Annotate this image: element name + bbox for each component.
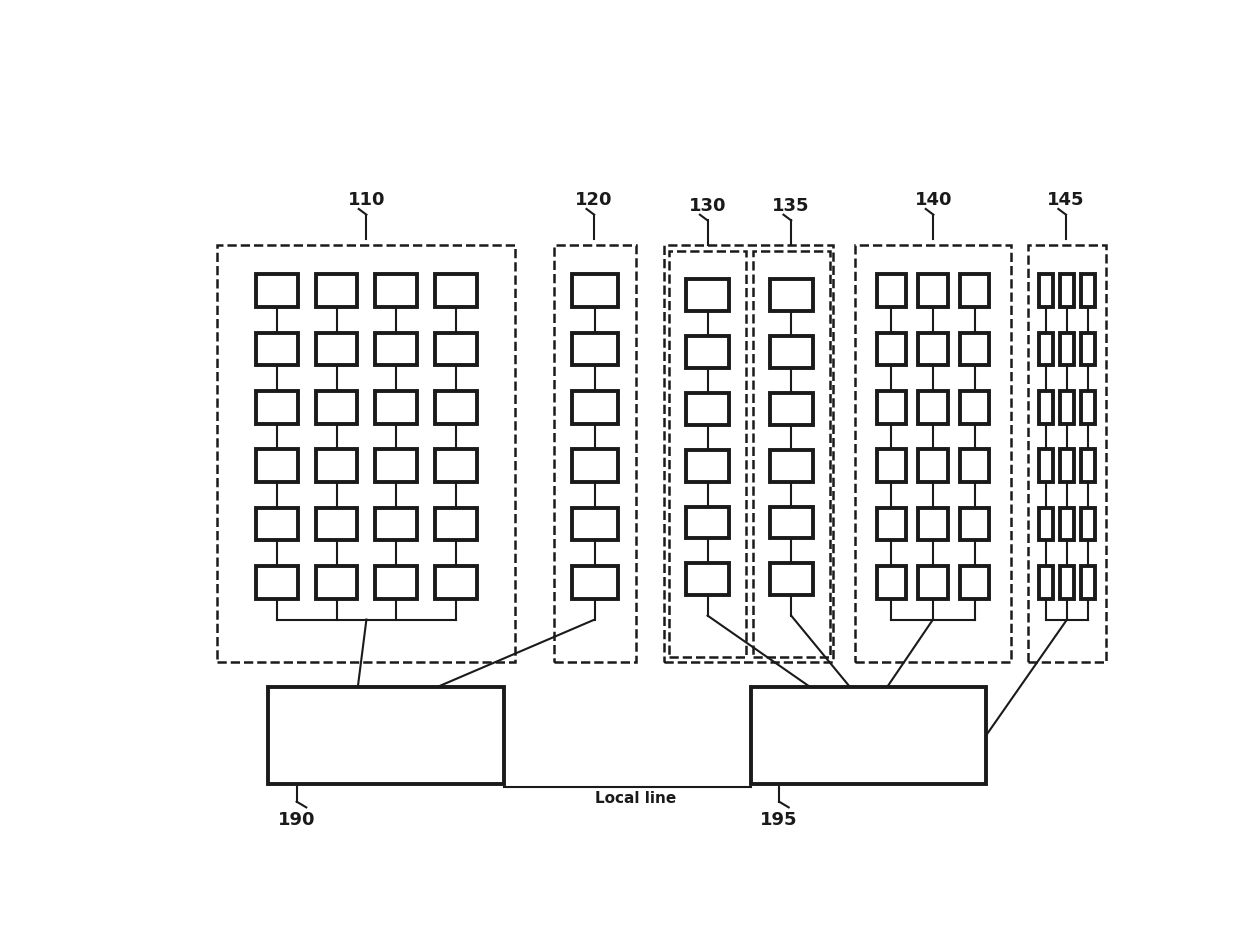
Bar: [1060, 566, 1074, 599]
Bar: [1060, 391, 1074, 424]
Text: 140: 140: [915, 191, 952, 209]
Bar: [572, 333, 618, 366]
Bar: [770, 507, 812, 538]
Bar: [1060, 508, 1074, 540]
Bar: [1080, 333, 1095, 366]
Bar: [686, 564, 729, 595]
Bar: [316, 333, 357, 366]
Bar: [919, 391, 947, 424]
Bar: [877, 391, 905, 424]
Bar: [919, 333, 947, 366]
Text: 120: 120: [575, 191, 613, 209]
Bar: [1080, 508, 1095, 540]
Bar: [257, 274, 298, 307]
Bar: [376, 450, 417, 482]
Bar: [435, 450, 476, 482]
Bar: [877, 508, 905, 540]
Bar: [1060, 333, 1074, 366]
Bar: [316, 391, 357, 424]
Bar: [316, 508, 357, 540]
Bar: [854, 244, 1012, 661]
Bar: [257, 391, 298, 424]
Bar: [1039, 333, 1053, 366]
Bar: [1060, 274, 1074, 307]
Bar: [257, 566, 298, 599]
Bar: [316, 274, 357, 307]
Bar: [960, 450, 990, 482]
Bar: [670, 251, 746, 657]
Text: TRANSMISSION
CONTROL UNIT: TRANSMISSION CONTROL UNIT: [315, 712, 458, 759]
Bar: [572, 450, 618, 482]
Bar: [257, 333, 298, 366]
Bar: [960, 274, 990, 307]
Text: 145: 145: [1048, 191, 1085, 209]
Bar: [1039, 508, 1053, 540]
Bar: [1039, 274, 1053, 307]
Bar: [376, 274, 417, 307]
Bar: [1028, 244, 1106, 661]
Bar: [1080, 450, 1095, 482]
Bar: [1039, 566, 1053, 599]
Bar: [257, 508, 298, 540]
Bar: [770, 564, 812, 595]
Bar: [877, 450, 905, 482]
Bar: [217, 244, 516, 661]
Bar: [753, 251, 830, 657]
Bar: [665, 244, 832, 661]
Bar: [435, 333, 476, 366]
Bar: [919, 450, 947, 482]
Bar: [376, 391, 417, 424]
Bar: [1080, 391, 1095, 424]
Bar: [751, 687, 986, 784]
Bar: [877, 566, 905, 599]
Bar: [1039, 450, 1053, 482]
Bar: [1080, 274, 1095, 307]
Bar: [435, 391, 476, 424]
Bar: [686, 279, 729, 312]
Bar: [316, 450, 357, 482]
Bar: [1080, 566, 1095, 599]
Bar: [960, 508, 990, 540]
Text: Local line: Local line: [595, 791, 676, 806]
Bar: [877, 333, 905, 366]
Text: 130: 130: [689, 197, 727, 215]
Bar: [572, 274, 618, 307]
Bar: [376, 333, 417, 366]
Text: 195: 195: [760, 811, 797, 829]
Bar: [554, 244, 636, 661]
Bar: [686, 393, 729, 425]
Text: 135: 135: [773, 197, 810, 215]
Bar: [435, 274, 476, 307]
Bar: [1060, 450, 1074, 482]
Bar: [919, 274, 947, 307]
Bar: [686, 336, 729, 368]
Bar: [960, 391, 990, 424]
Bar: [960, 566, 990, 599]
Bar: [686, 507, 729, 538]
Bar: [877, 274, 905, 307]
Bar: [1039, 391, 1053, 424]
Bar: [770, 450, 812, 481]
Bar: [268, 687, 503, 784]
Bar: [376, 566, 417, 599]
Bar: [316, 566, 357, 599]
Bar: [770, 279, 812, 312]
Bar: [919, 508, 947, 540]
Bar: [257, 450, 298, 482]
Bar: [572, 391, 618, 424]
Bar: [435, 566, 476, 599]
Bar: [376, 508, 417, 540]
Bar: [572, 508, 618, 540]
Text: 190: 190: [278, 811, 315, 829]
Bar: [686, 450, 729, 481]
Text: RECEPTION
CONTROL UNIT: RECEPTION CONTROL UNIT: [799, 712, 939, 759]
Bar: [770, 393, 812, 425]
Bar: [960, 333, 990, 366]
Bar: [572, 566, 618, 599]
Text: 110: 110: [347, 191, 386, 209]
Bar: [919, 566, 947, 599]
Bar: [770, 336, 812, 368]
Bar: [435, 508, 476, 540]
